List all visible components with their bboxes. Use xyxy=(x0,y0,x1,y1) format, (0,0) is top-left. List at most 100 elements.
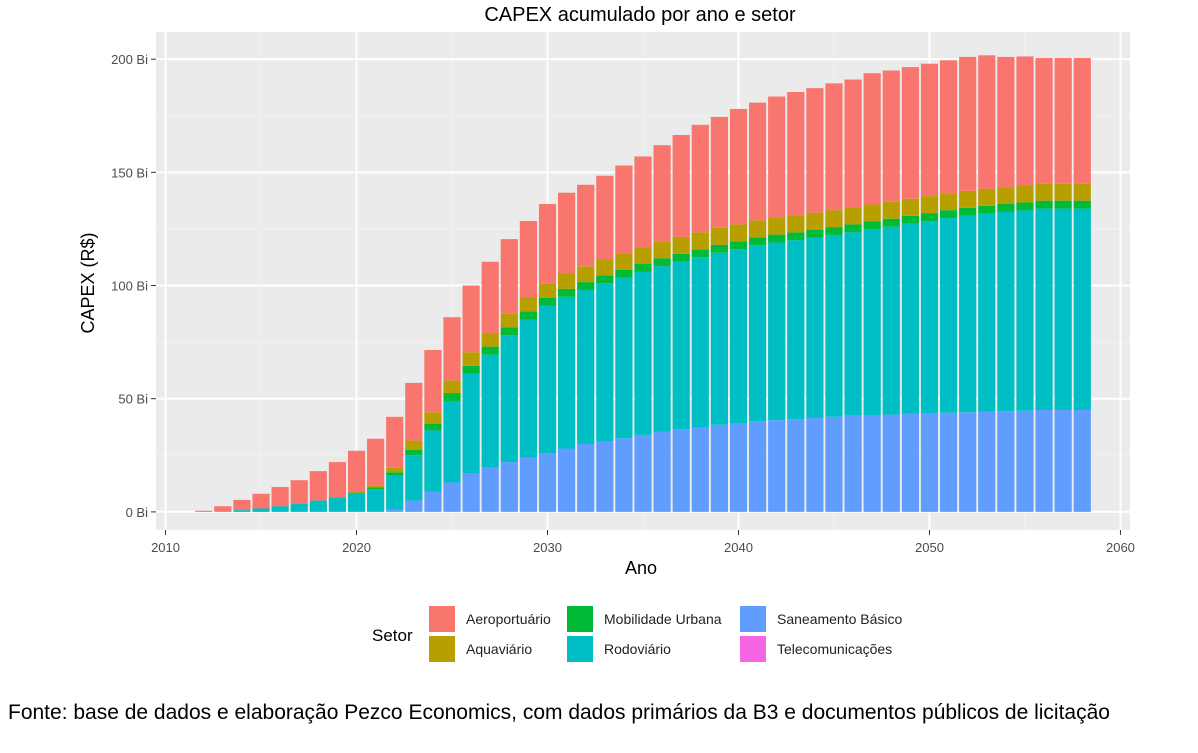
bar-segment-saneamento-basico xyxy=(710,424,728,512)
bar-segment-rodoviario xyxy=(978,213,996,412)
bar-segment-rodoviario xyxy=(768,242,786,421)
bar-segment-aquaviario xyxy=(424,412,442,424)
bar-segment-rodoviario xyxy=(538,305,557,454)
legend-item-rodoviario: Rodoviário xyxy=(566,635,671,663)
axes: 2010 2020 2030 2040 2050 2060 0 Bi 50 Bi 100 Bi 1… xyxy=(111,52,1135,555)
bar-segment-rodoviario xyxy=(386,475,404,510)
bar-segment-saneamento-basico xyxy=(825,416,843,512)
bar-segment-mobilidade-urbana xyxy=(405,449,423,456)
bar-segment-saneamento-basico xyxy=(806,417,824,512)
bar-segment-saneamento-basico xyxy=(577,443,595,512)
y-tick-label: 50 Bi xyxy=(118,392,148,407)
bar-segment-aeroportuario xyxy=(558,192,576,274)
bar-segment-rodoviario xyxy=(577,290,595,444)
bar-segment-aquaviario xyxy=(729,224,748,242)
bar-segment-aeroportuario xyxy=(424,350,442,413)
bar-segment-aeroportuario xyxy=(901,67,919,199)
bar-segment-saneamento-basico xyxy=(443,482,461,512)
bar-segment-mobilidade-urbana xyxy=(424,423,442,431)
bar-segment-saneamento-basico xyxy=(672,429,690,512)
bar-segment-aeroportuario xyxy=(863,73,881,205)
bar-segment-aquaviario xyxy=(462,352,480,366)
bar-segment-mobilidade-urbana xyxy=(959,207,977,216)
bar-segment-saneamento-basico xyxy=(1016,410,1034,512)
source-caption: Fonte: base de dados e elaboração Pezco … xyxy=(8,701,1110,724)
bar-segment-saneamento-basico xyxy=(424,491,442,512)
bar-segment-saneamento-basico xyxy=(768,420,786,512)
bar-segment-aquaviario xyxy=(844,207,862,225)
bar-segment-rodoviario xyxy=(519,319,538,458)
bar-segment-rodoviario xyxy=(1073,208,1091,411)
x-tick-label: 2010 xyxy=(151,540,180,555)
bar-segment-aeroportuario xyxy=(290,480,308,504)
bar-segment-aeroportuario xyxy=(729,108,748,225)
bar-segment-saneamento-basico xyxy=(538,453,557,512)
bar-segment-rodoviario xyxy=(844,232,862,416)
bar-segment-aquaviario xyxy=(768,217,786,235)
bar-segment-rodoviario xyxy=(691,257,709,428)
legend-key-saneamento-basico xyxy=(739,605,767,633)
bar-segment-aquaviario xyxy=(500,313,518,328)
bar-segment-aquaviario xyxy=(959,190,977,208)
x-tick-label: 2020 xyxy=(342,540,371,555)
bar-segment-saneamento-basico xyxy=(596,441,614,512)
bar-segment-aeroportuario xyxy=(347,450,366,492)
bar-segment-aeroportuario xyxy=(997,56,1015,188)
bar-segment-saneamento-basico xyxy=(519,457,538,512)
bar-segment-rodoviario xyxy=(806,237,824,418)
bar-segment-aquaviario xyxy=(939,193,958,211)
bar-segment-aeroportuario xyxy=(787,91,805,216)
bar-segment-mobilidade-urbana xyxy=(939,210,958,219)
bar-segment-saneamento-basico xyxy=(462,473,480,512)
bar-segment-aeroportuario xyxy=(405,382,423,441)
bar-segment-rodoviario xyxy=(729,249,748,424)
bar-segment-mobilidade-urbana xyxy=(844,224,862,233)
bar-segment-aquaviario xyxy=(558,273,576,289)
legend-item-mobilidade-urbana: Mobilidade Urbana xyxy=(566,605,722,633)
bar-segment-aeroportuario xyxy=(309,471,327,501)
bar-segment-saneamento-basico xyxy=(1073,410,1091,512)
bar-segment-aeroportuario xyxy=(195,510,213,512)
bar-segment-mobilidade-urbana xyxy=(519,311,538,320)
bar-segment-aeroportuario xyxy=(672,134,690,237)
bar-segment-rodoviario xyxy=(252,508,270,512)
x-tick-label: 2060 xyxy=(1106,540,1135,555)
bar-segment-rodoviario xyxy=(328,497,347,512)
bar-segment-aeroportuario xyxy=(577,184,595,267)
bar-segment-aquaviario xyxy=(825,210,843,228)
bar-segment-rodoviario xyxy=(710,252,728,425)
bar-segment-rodoviario xyxy=(558,296,576,449)
bar-segment-mobilidade-urbana xyxy=(768,234,786,243)
legend-key-mobilidade-urbana xyxy=(566,605,594,633)
bar-segment-rodoviario xyxy=(500,335,518,463)
bar-segment-aquaviario xyxy=(806,212,824,230)
bar-segment-aeroportuario xyxy=(462,285,480,353)
bar-segment-aquaviario xyxy=(901,198,919,216)
bar-segment-rodoviario xyxy=(653,266,671,432)
bar-segment-saneamento-basico xyxy=(481,467,499,512)
bar-segment-saneamento-basico xyxy=(729,423,748,512)
bar-segment-rodoviario xyxy=(271,506,289,512)
bar-segment-saneamento-basico xyxy=(901,413,919,512)
bar-segment-aquaviario xyxy=(691,232,709,250)
bar-segment-rodoviario xyxy=(347,493,366,512)
bar-segment-rodoviario xyxy=(959,215,977,413)
bar-segment-aquaviario xyxy=(577,266,595,283)
bar-segment-saneamento-basico xyxy=(978,411,996,512)
y-axis-label: CAPEX (R$) xyxy=(78,232,98,333)
bar-segment-mobilidade-urbana xyxy=(1073,200,1091,209)
legend-key-rodoviario xyxy=(566,635,594,663)
bar-segment-aquaviario xyxy=(710,227,728,245)
bar-segment-mobilidade-urbana xyxy=(1016,202,1034,211)
bar-segment-rodoviario xyxy=(367,489,385,512)
bar-segment-mobilidade-urbana xyxy=(653,258,671,267)
legend-item-saneamento-basico: Saneamento Básico xyxy=(739,605,902,633)
bar-segment-saneamento-basico xyxy=(653,431,671,512)
bar-segment-aeroportuario xyxy=(538,204,557,284)
bar-segment-mobilidade-urbana xyxy=(577,282,595,291)
bar-segment-aquaviario xyxy=(405,440,423,450)
bar-segment-rodoviario xyxy=(615,277,633,439)
bar-segment-rodoviario xyxy=(290,503,308,512)
bar-segment-rodoviario xyxy=(825,235,843,417)
bar-segment-saneamento-basico xyxy=(691,427,709,512)
